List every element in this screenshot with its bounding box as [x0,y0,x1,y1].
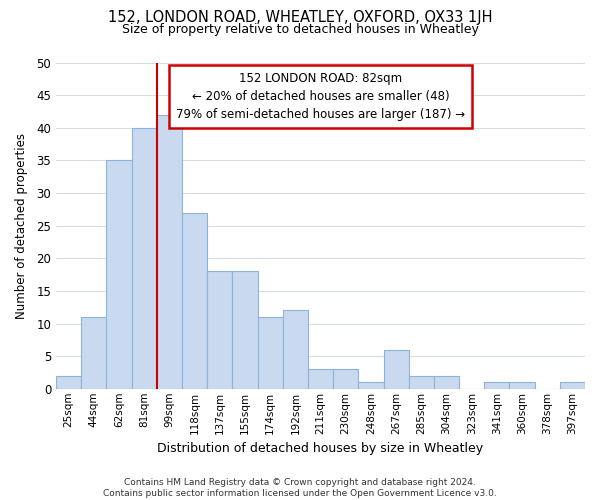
Bar [308,369,333,389]
Text: 152, LONDON ROAD, WHEATLEY, OXFORD, OX33 1JH: 152, LONDON ROAD, WHEATLEY, OXFORD, OX33… [108,10,492,25]
X-axis label: Distribution of detached houses by size in Wheatley: Distribution of detached houses by size … [157,442,484,455]
Bar [358,382,383,389]
Bar [232,272,257,389]
Text: 152 LONDON ROAD: 82sqm
← 20% of detached houses are smaller (48)
79% of semi-det: 152 LONDON ROAD: 82sqm ← 20% of detached… [176,72,465,122]
Bar [383,350,409,389]
Bar [560,382,585,389]
Text: Contains HM Land Registry data © Crown copyright and database right 2024.
Contai: Contains HM Land Registry data © Crown c… [103,478,497,498]
Bar [409,376,434,389]
Bar [333,369,358,389]
Text: Size of property relative to detached houses in Wheatley: Size of property relative to detached ho… [122,22,478,36]
Bar [283,310,308,389]
Bar [509,382,535,389]
Bar [56,376,81,389]
Bar [484,382,509,389]
Bar [106,160,131,389]
Bar [131,128,157,389]
Bar [81,317,106,389]
Bar [182,212,207,389]
Bar [434,376,459,389]
Y-axis label: Number of detached properties: Number of detached properties [15,132,28,318]
Bar [157,114,182,389]
Bar [207,272,232,389]
Bar [257,317,283,389]
